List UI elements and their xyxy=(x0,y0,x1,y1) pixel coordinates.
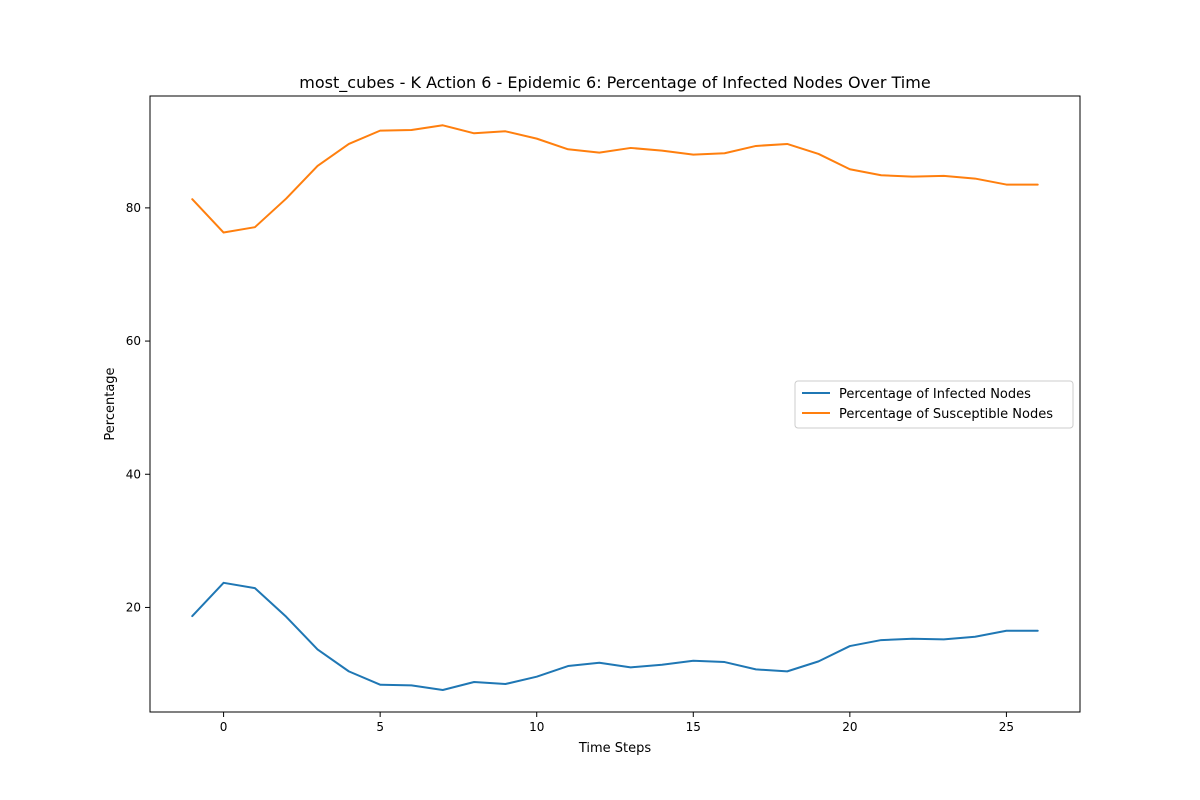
y-axis-label: Percentage xyxy=(103,367,118,440)
y-tick-label: 60 xyxy=(126,334,141,348)
y-axis-ticks: 20 40 60 80 xyxy=(126,201,150,614)
legend-box xyxy=(794,380,1074,429)
series-line-infected xyxy=(191,581,1039,692)
plot-frame xyxy=(149,95,1081,713)
y-tick-label: 20 xyxy=(126,600,141,614)
x-axis-ticks: 0 5 10 15 20 25 xyxy=(220,712,1014,734)
legend: Percentage of Infected Nodes Percentage … xyxy=(794,380,1074,429)
y-tick-label: 40 xyxy=(126,467,141,481)
x-axis-label: Time Steps xyxy=(578,741,652,756)
x-tick-label: 25 xyxy=(999,720,1014,734)
x-tick-label: 20 xyxy=(842,720,857,734)
x-tick-label: 10 xyxy=(529,720,544,734)
x-tick-label: 0 xyxy=(220,720,228,734)
chart-title: most_cubes - K Action 6 - Epidemic 6: Pe… xyxy=(299,73,930,93)
legend-label-susceptible: Percentage of Susceptible Nodes xyxy=(839,407,1053,422)
x-tick-label: 5 xyxy=(376,720,384,734)
x-tick-label: 15 xyxy=(686,720,701,734)
plot-lines xyxy=(191,124,1039,692)
legend-label-infected: Percentage of Infected Nodes xyxy=(839,387,1031,402)
y-tick-label: 80 xyxy=(126,201,141,215)
series-line-susceptible xyxy=(191,124,1039,234)
